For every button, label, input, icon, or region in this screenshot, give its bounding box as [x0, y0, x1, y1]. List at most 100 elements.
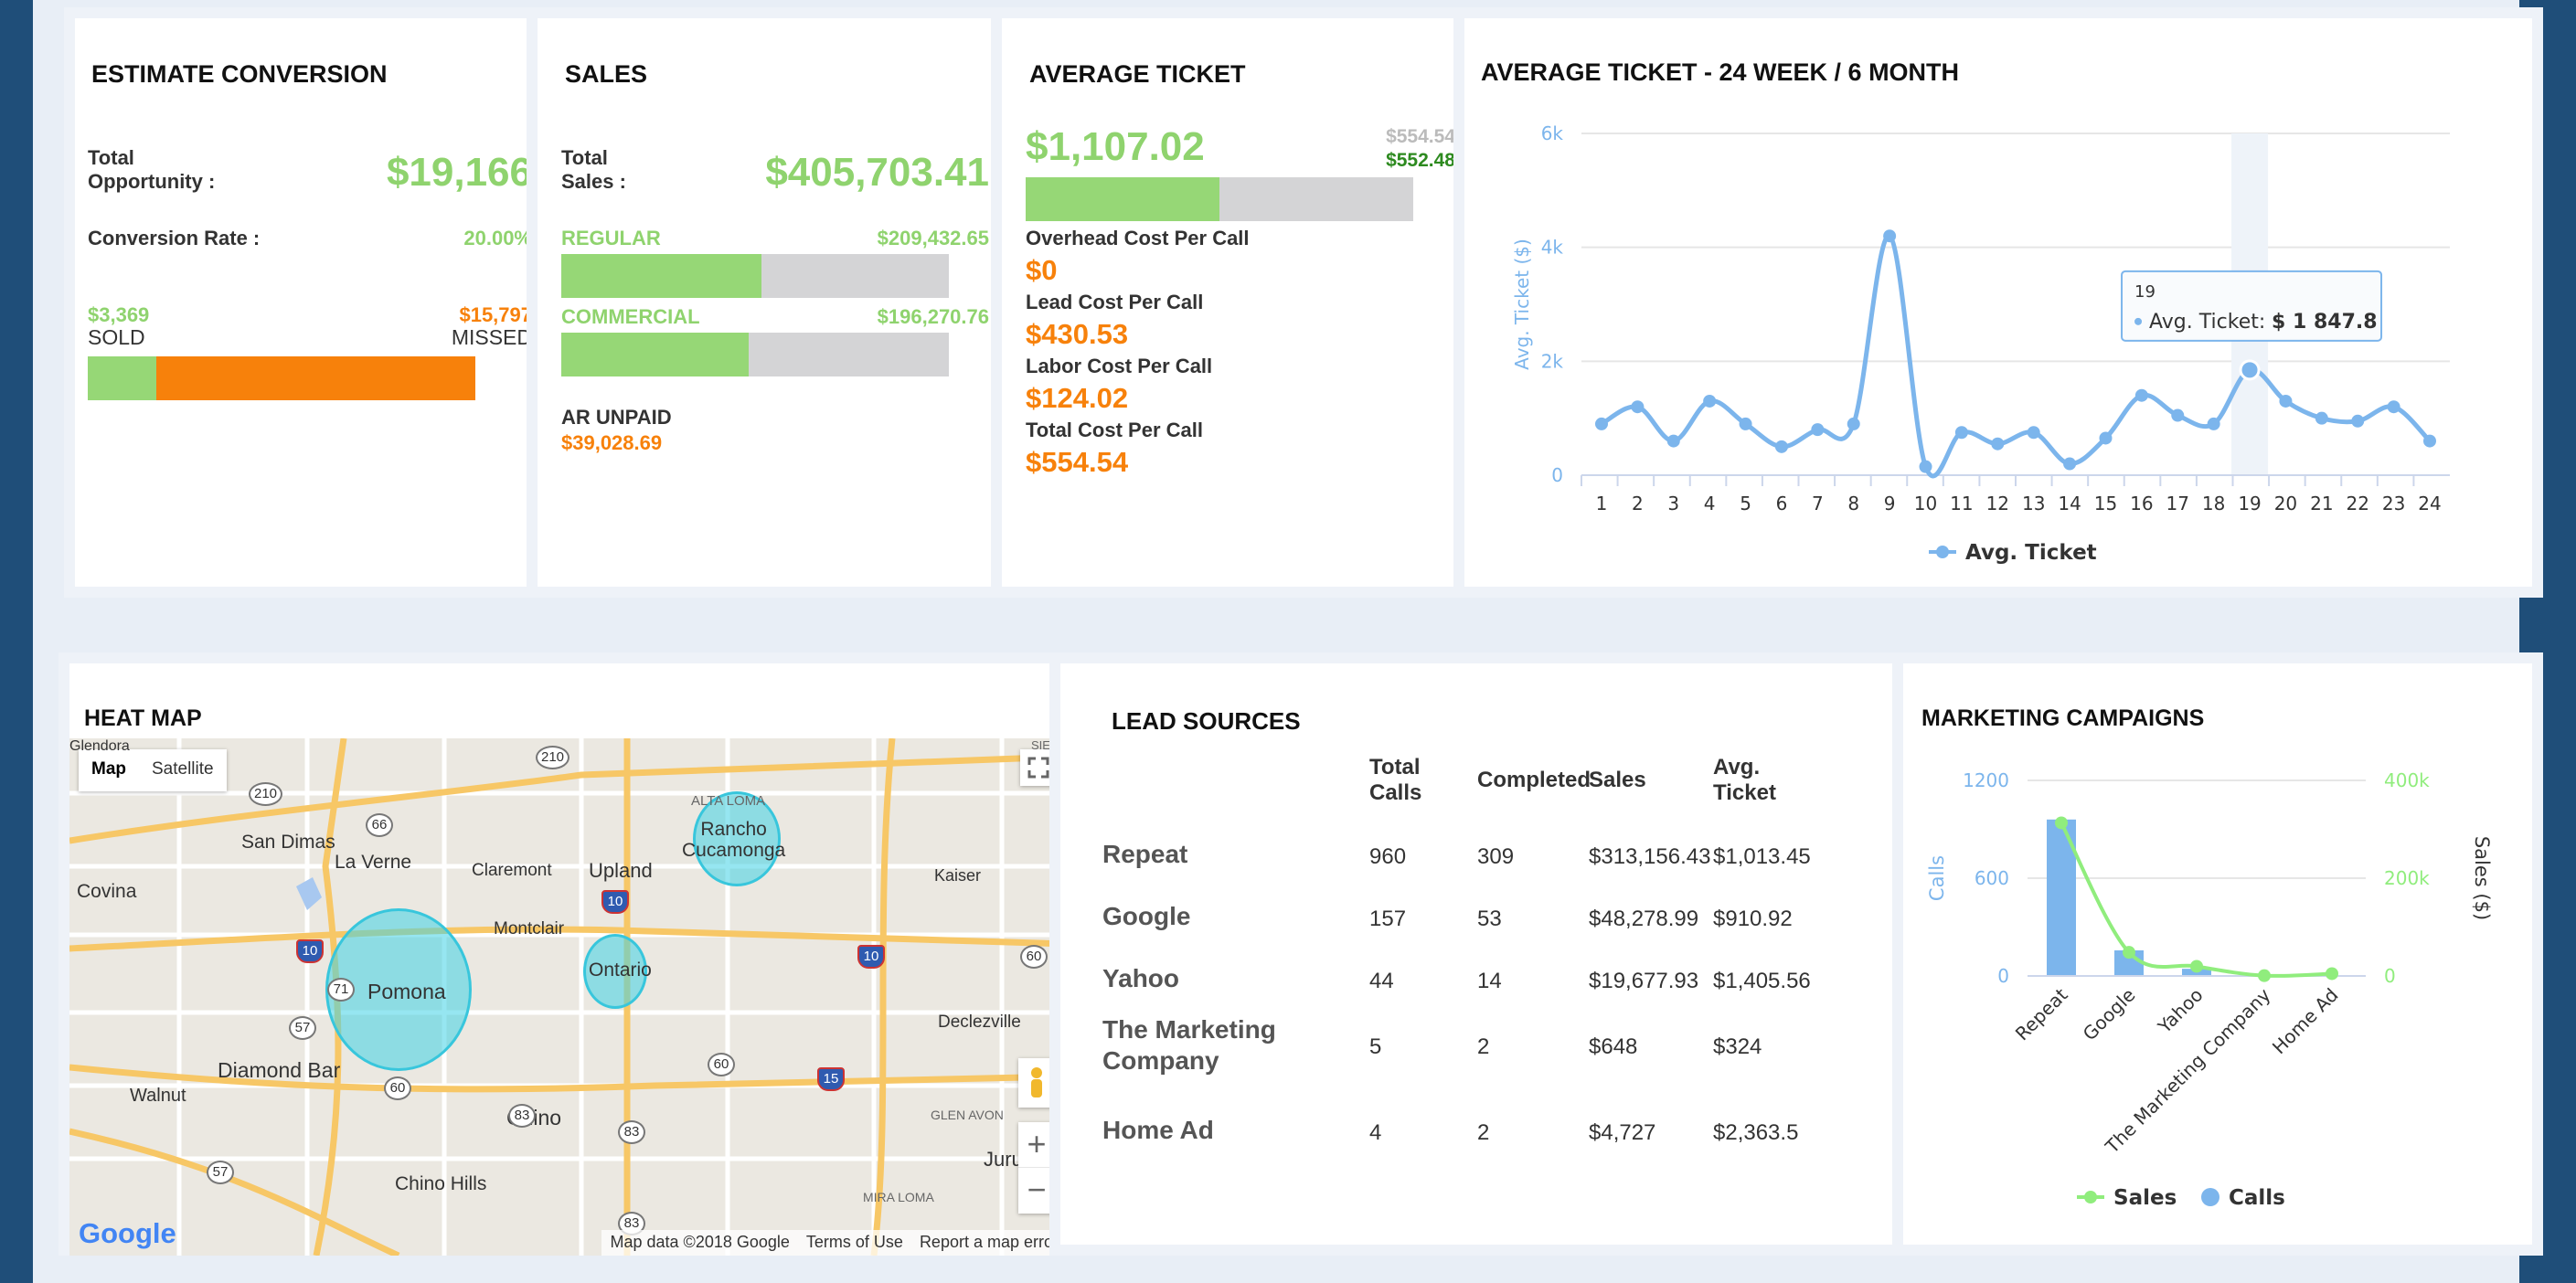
satellite-button[interactable]: Satellite	[152, 759, 214, 779]
y-right-tick-label: 200k	[2384, 867, 2430, 889]
average-ticket-bar-fill	[1026, 177, 1219, 221]
y-tick-label: 0	[1997, 965, 2009, 987]
highway-shield: 57	[289, 1016, 316, 1040]
legend-calls-marker	[2201, 1188, 2219, 1206]
header-avg-ticket: Avg. Ticket	[1713, 755, 1776, 805]
x-tick-label: 22	[2346, 493, 2368, 514]
row-source: Home Ad	[1102, 1116, 1214, 1144]
conversion-rate-label: Conversion Rate :	[88, 227, 261, 249]
regular-bar	[561, 254, 949, 298]
row-avg-ticket: $910.92	[1713, 907, 1793, 931]
sold-label: SOLD	[88, 325, 145, 349]
data-point	[1666, 434, 1680, 448]
row-sales: $4,727	[1589, 1120, 1656, 1145]
highway-shield: 210	[536, 746, 570, 769]
data-point	[1739, 417, 1752, 430]
zoom-out-button[interactable]: −	[1027, 1171, 1047, 1208]
commercial-value: $196,270.76	[877, 305, 989, 328]
map[interactable]: Map Satellite Pomona Ontario Rancho Cuca…	[69, 738, 1068, 1256]
data-point	[2351, 414, 2365, 428]
place-walnut: Walnut	[130, 1086, 186, 1106]
row-avg-ticket: $1,405.56	[1713, 969, 1811, 993]
place-upland: Upland	[589, 859, 653, 882]
data-point	[1595, 417, 1608, 430]
highway-shield: 71	[327, 978, 355, 1002]
place-alta-loma: ALTA LOMA	[691, 793, 766, 809]
tooltip-value: $ 1 847.8	[2272, 311, 2378, 334]
header-total-calls: Total Calls	[1369, 755, 1422, 805]
x-tick-label: 10	[1914, 493, 1937, 514]
data-point	[2207, 417, 2220, 430]
data-point-sales	[2190, 960, 2203, 973]
highway-shield: 83	[508, 1104, 536, 1128]
total-sales-label: Total Sales :	[561, 146, 626, 193]
row-completed: 2	[1477, 1120, 1490, 1145]
place-glendora: Glendora	[69, 738, 130, 754]
x-tick-label: 24	[2418, 493, 2441, 514]
heat-circle-rancho	[693, 791, 781, 886]
terms-link[interactable]: Terms of Use	[805, 1233, 903, 1251]
data-point	[2315, 411, 2328, 425]
lead-sources-card: LEAD SOURCES Total Calls Completed Sales Av…	[1049, 652, 1932, 1256]
tooltip-label: Avg. Ticket:	[2149, 311, 2265, 334]
zoom-control: + −	[1018, 1122, 1055, 1214]
data-point	[1811, 423, 1825, 437]
place-glen-avon: GLEN AVON	[931, 1108, 1004, 1122]
fullscreen-icon	[1027, 757, 1049, 779]
row-completed: 14	[1477, 969, 1502, 993]
heat-map-card: HEAT MAP	[59, 652, 1079, 1256]
commercial-bar-fill	[561, 333, 750, 376]
x-tick-label: 23	[2382, 493, 2405, 514]
x-tick-label: 1	[1596, 493, 1608, 514]
y-axis-label: Avg. Ticket ($)	[1511, 239, 1533, 370]
row-avg-ticket: $324	[1713, 1034, 1762, 1059]
highway-shield: 10	[857, 945, 885, 969]
card-title: MARKETING CAMPAIGNS	[1921, 705, 2205, 731]
highway-shield: 83	[618, 1120, 645, 1144]
y-tick-label: 6k	[1541, 122, 1564, 144]
highway-shield: 10	[296, 939, 324, 963]
place-la-verne: La Verne	[335, 852, 412, 873]
highway-shield: 57	[207, 1161, 234, 1184]
row-total-calls: 157	[1369, 907, 1407, 931]
card-title: LEAD SOURCES	[1112, 707, 1301, 735]
marketing-campaigns-chart: 0 600 1200 0 200k 400k Calls Sales ($) Repeat Goo…	[1926, 769, 2493, 1210]
x-tick-label: 17	[2166, 493, 2189, 514]
highway-shield: 60	[384, 1076, 411, 1100]
row-sales: $19,677.93	[1589, 969, 1699, 993]
missed-label: MISSED	[451, 325, 532, 349]
legend-label: Avg. Ticket	[1965, 541, 2097, 565]
highway-shield: 10	[601, 890, 629, 914]
x-tick-label: 12	[1986, 493, 2009, 514]
overhead-value: $0	[1026, 254, 1058, 286]
highway-shield: 66	[366, 813, 393, 837]
total-cost-label: Total Cost Per Call	[1026, 419, 1203, 441]
report-map-error-link[interactable]: Report a map error	[919, 1233, 1059, 1251]
x-tick-label: 16	[2130, 493, 2153, 514]
tooltip-week: 19	[2134, 282, 2156, 302]
place-diamond-bar: Diamond Bar	[218, 1058, 341, 1082]
y-right-axis-label: Sales ($)	[2471, 836, 2493, 920]
conversion-rate-value: 20.00%	[463, 227, 532, 249]
y-tick-label: 4k	[1541, 237, 1564, 259]
commercial-bar	[561, 333, 949, 376]
dashboard: ESTIMATE CONVERSION Total Opportunity : …	[33, 0, 2543, 1283]
regular-label: REGULAR	[561, 227, 661, 249]
row-sales: $648	[1589, 1034, 1638, 1059]
zoom-in-button[interactable]: +	[1018, 1122, 1055, 1168]
legend-sales-marker	[2084, 1191, 2097, 1203]
place-claremont: Claremont	[472, 861, 552, 880]
legend-marker	[1936, 546, 1949, 558]
pegman-button[interactable]	[1018, 1058, 1055, 1108]
map-button[interactable]: Map	[91, 759, 126, 779]
average-ticket-card: AVERAGE TICKET $1,107.02 $554.54 $552.48…	[991, 7, 1483, 598]
regular-bar-fill	[561, 254, 761, 298]
place-covina: Covina	[77, 881, 137, 902]
row-total-calls: 960	[1369, 844, 1407, 869]
row-completed: 2	[1477, 1034, 1490, 1059]
place-chino-hills: Chino Hills	[395, 1173, 487, 1194]
data-point	[2171, 408, 2185, 422]
average-ticket-value: $1,107.02	[1026, 124, 1205, 169]
highway-shield: 60	[1020, 945, 1048, 969]
data-point-sales	[2123, 946, 2135, 960]
